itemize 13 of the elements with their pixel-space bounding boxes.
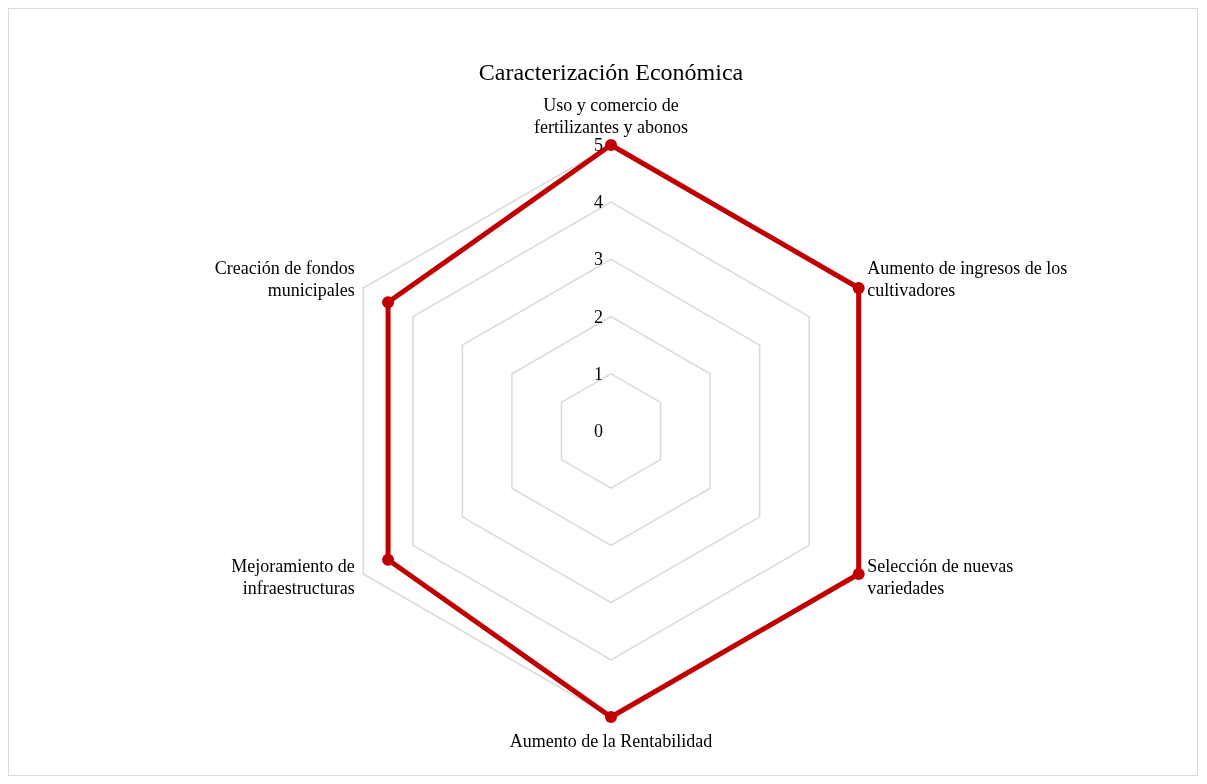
y-tick-label: 5 [594, 135, 603, 155]
chart-title: Caracterización Económica [478, 59, 744, 85]
spoke-label: Uso y comercio de fertilizantes y abonos [534, 95, 688, 137]
spoke-label: Aumento de ingresos de los cultivadores [867, 258, 1068, 300]
y-tick-label: 3 [594, 249, 603, 270]
y-tick-label: 4 [594, 192, 603, 213]
spoke-label: Aumento de la Rentabilidad [509, 731, 713, 751]
spoke-label: Creación de fondos municipales [214, 258, 355, 300]
spoke-label: Selección de nuevas variedades [867, 556, 1014, 598]
y-tick-label: 2 [594, 306, 603, 327]
spoke-label: Mejoramiento de infraestructuras [231, 556, 355, 598]
y-tick-label: 1 [594, 363, 603, 384]
y-tick-label: 0 [594, 421, 603, 441]
